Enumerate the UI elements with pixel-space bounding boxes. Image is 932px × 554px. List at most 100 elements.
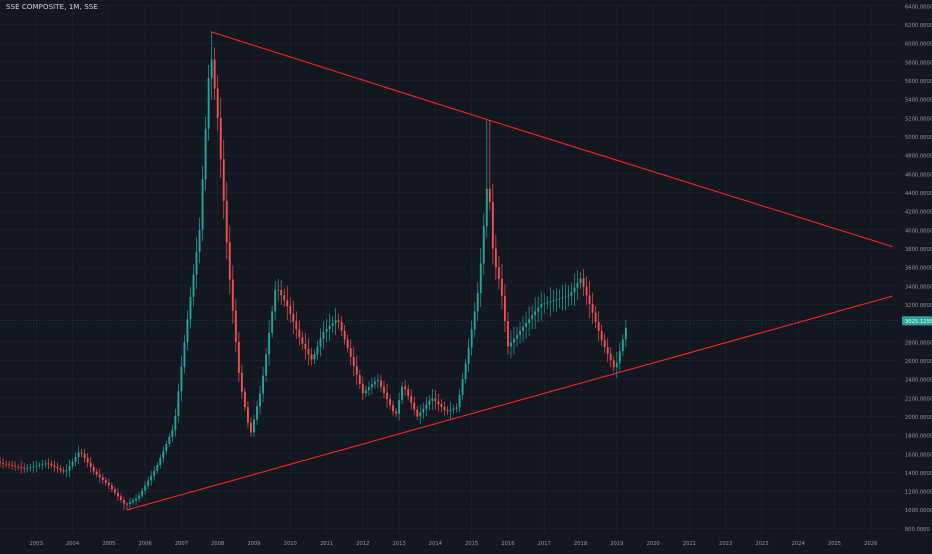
candle-body xyxy=(443,407,446,411)
candle-body xyxy=(141,490,144,496)
trendlines xyxy=(126,31,893,511)
y-axis: 800.0000 1000.0000 1200.0000 1400.0000 1600.… xyxy=(905,4,932,533)
candle-body xyxy=(413,402,416,410)
candle-body xyxy=(346,339,349,349)
candle-body xyxy=(392,405,395,412)
candle-body xyxy=(464,363,467,380)
candle-body xyxy=(322,331,325,339)
candle-body xyxy=(503,295,506,322)
candle-body xyxy=(510,342,512,347)
candle-body xyxy=(316,346,319,355)
candle-body xyxy=(177,391,180,416)
y-tick-label: 4800.0000 xyxy=(905,154,932,160)
candle-body xyxy=(210,59,213,79)
candle-body xyxy=(292,313,295,322)
candle-body xyxy=(437,401,440,405)
candle-body xyxy=(431,398,434,401)
y-tick-label: 4600.0000 xyxy=(905,172,932,178)
candle-body xyxy=(207,78,210,129)
candle-body xyxy=(295,321,298,330)
candle-body xyxy=(168,436,171,444)
candle-body xyxy=(461,379,464,395)
x-tick-label: 2012 xyxy=(356,541,369,547)
candle-body xyxy=(92,467,95,472)
candle-body xyxy=(126,503,128,505)
candle-body xyxy=(373,381,376,385)
candle-body xyxy=(71,461,74,467)
candle-body xyxy=(624,327,627,340)
y-tick-label: 6000.0000 xyxy=(905,42,932,48)
candle-body xyxy=(271,311,274,333)
candle-body xyxy=(234,310,237,342)
candle-body xyxy=(201,179,204,230)
candle-body xyxy=(383,386,385,393)
candle-body xyxy=(101,477,104,481)
candle-body xyxy=(358,374,361,385)
candle-body xyxy=(609,353,612,361)
candle-body xyxy=(591,303,594,313)
candle-body xyxy=(222,159,225,201)
candle-body xyxy=(262,375,264,394)
candle-body xyxy=(150,475,153,481)
candle-body xyxy=(564,296,567,298)
y-tick-label: 4400.0000 xyxy=(905,191,932,197)
candle-body xyxy=(8,464,11,466)
candle-body xyxy=(289,306,292,314)
candle-body xyxy=(519,330,521,335)
candle-body xyxy=(237,341,240,373)
candle-body xyxy=(552,300,555,302)
candle-body xyxy=(23,467,26,469)
x-tick-label: 2020 xyxy=(646,541,659,547)
candle-body xyxy=(597,321,600,331)
trendline-upper xyxy=(210,31,893,248)
trendline-lower xyxy=(126,295,893,511)
price-tag-box xyxy=(902,316,932,326)
x-tick-label: 2004 xyxy=(66,541,80,547)
price-tag-label: 3025.1255 xyxy=(905,319,932,325)
candle-body xyxy=(558,298,561,300)
candle-body xyxy=(14,465,17,467)
candle-body xyxy=(576,282,579,288)
candle-body xyxy=(546,302,549,304)
candle-body xyxy=(41,464,44,466)
y-tick-label: 6400.0000 xyxy=(905,4,932,10)
candle-body xyxy=(29,467,32,469)
candle-body xyxy=(334,320,337,324)
candle-body xyxy=(377,380,379,382)
candle-body xyxy=(386,392,388,400)
y-tick-label: 800.0000 xyxy=(905,527,930,533)
candle-body xyxy=(132,500,134,503)
candle-body xyxy=(171,429,174,437)
candle-body xyxy=(153,470,156,476)
candle-body xyxy=(573,287,576,293)
candle-body xyxy=(507,321,509,347)
candle-body xyxy=(446,410,449,412)
candle-body xyxy=(44,463,47,465)
y-tick-label: 3800.0000 xyxy=(905,247,932,253)
candle-body xyxy=(147,480,150,486)
y-tick-label: 5200.0000 xyxy=(905,116,932,122)
candle-body xyxy=(204,128,207,180)
candle-body xyxy=(612,360,615,368)
candle-body xyxy=(277,289,280,291)
candle-body xyxy=(53,465,56,467)
y-tick-label: 1000.0000 xyxy=(905,508,932,514)
candle-body xyxy=(86,458,89,463)
y-tick-label: 3400.0000 xyxy=(905,284,932,290)
candle-body xyxy=(522,327,525,331)
y-tick-label: 1600.0000 xyxy=(905,452,932,458)
candle-body xyxy=(138,495,141,499)
candle-body xyxy=(56,466,59,469)
candle-body xyxy=(361,384,364,394)
candle-body xyxy=(189,296,192,320)
candle-body xyxy=(404,386,407,390)
x-tick-label: 2019 xyxy=(610,541,623,547)
x-tick-label: 2003 xyxy=(30,541,43,547)
x-tick-label: 2011 xyxy=(320,541,333,547)
candle-body xyxy=(389,399,391,406)
candle-body xyxy=(516,334,518,339)
candle-body xyxy=(274,290,277,312)
x-tick-label: 2026 xyxy=(864,541,877,547)
